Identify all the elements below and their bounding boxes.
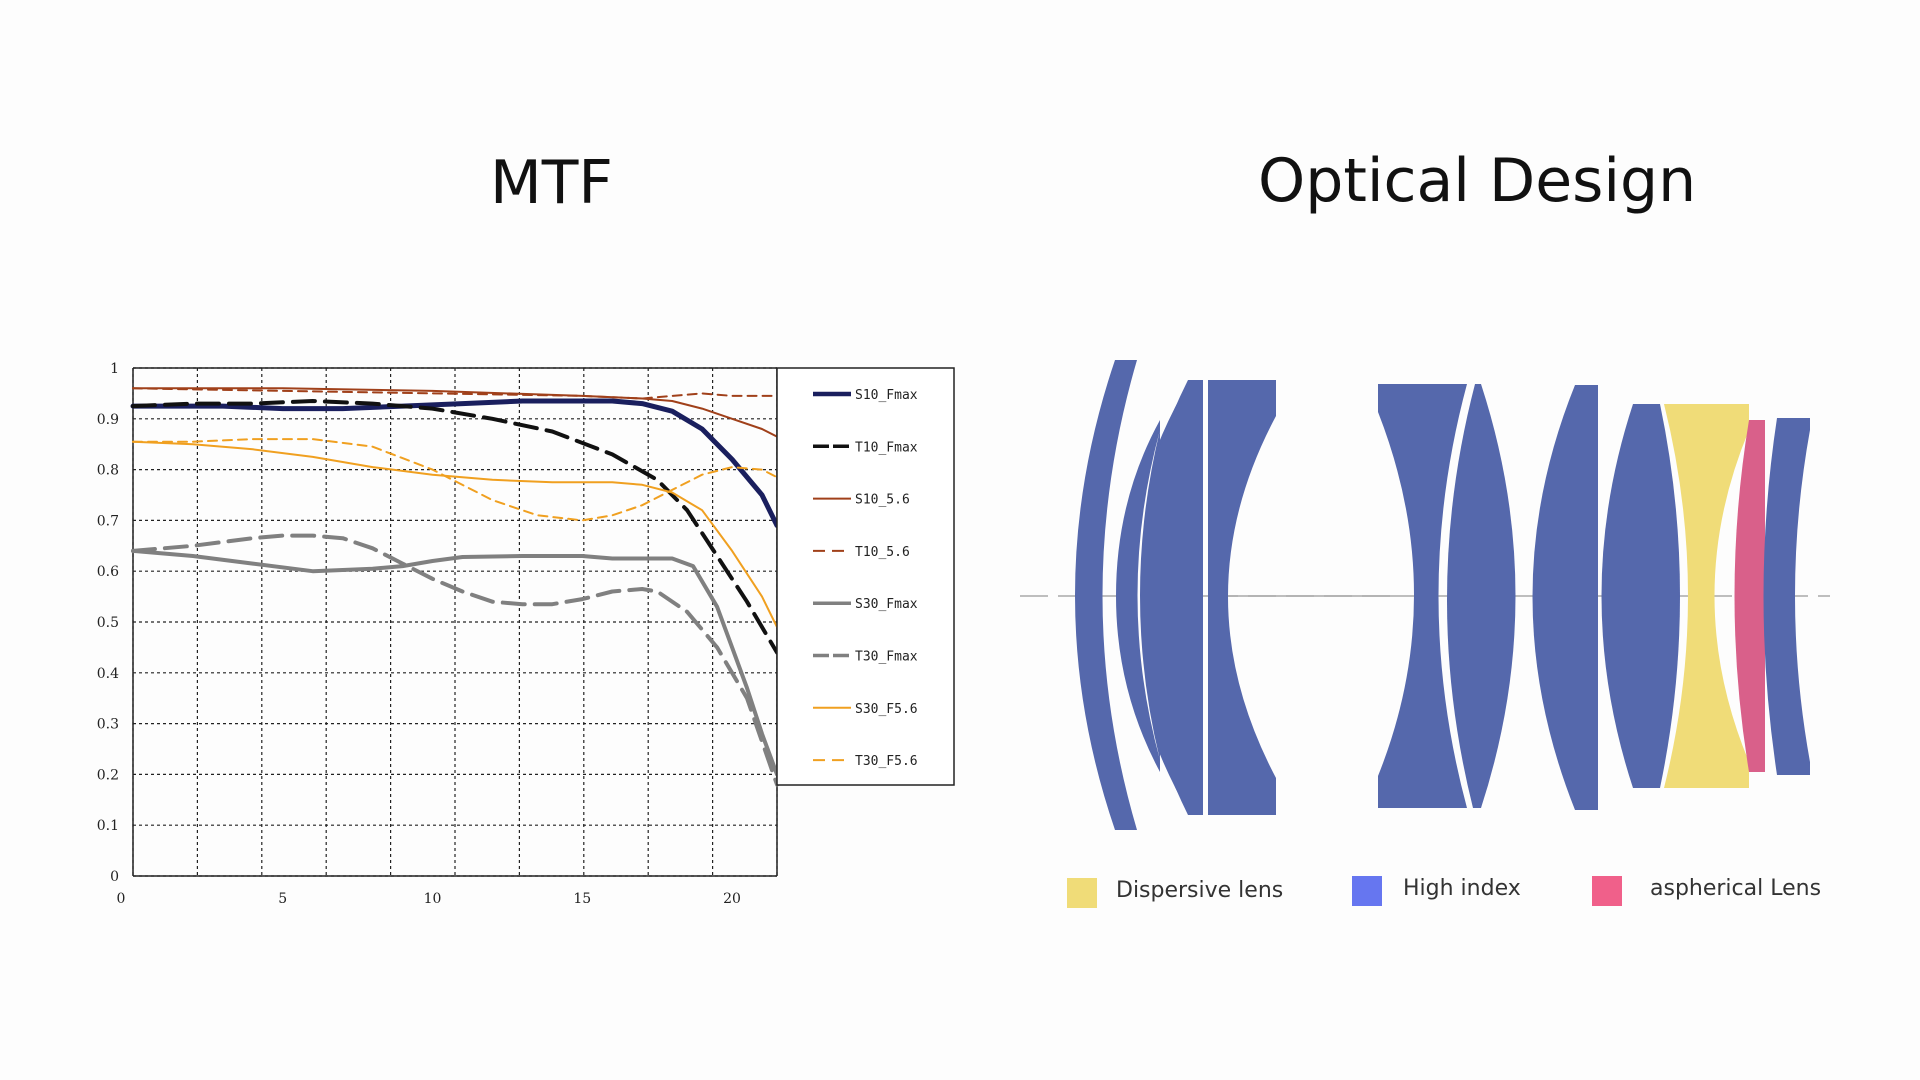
- legend-label: S10_5.6: [855, 493, 910, 508]
- legend-label-dispersive: Dispersive lens: [1116, 878, 1284, 903]
- lens-2-body: [1134, 380, 1203, 815]
- chart-series: [130, 387, 780, 787]
- lens-1: [1075, 360, 1137, 830]
- series-line-t30-f5-6: [132, 438, 778, 522]
- optical-design-title: Optical Design: [1258, 146, 1697, 216]
- legend-label: S10_Fmax: [855, 388, 918, 403]
- y-tick-label: 0.6: [97, 564, 119, 580]
- y-tick-label: 0.2: [97, 767, 119, 783]
- lens-5: [1446, 384, 1516, 808]
- legend-label: T10_Fmax: [855, 440, 918, 455]
- lens-6: [1532, 385, 1598, 810]
- legend-swatch-aspherical: [1592, 876, 1622, 906]
- series-line-t10-fmax: [131, 399, 779, 655]
- y-tick-label: 0.5: [97, 615, 119, 631]
- legend-label: S30_Fmax: [855, 597, 918, 612]
- y-tick-label: 0: [110, 869, 119, 885]
- x-tick-label: 0: [117, 891, 126, 907]
- legend-label-high-index: High index: [1403, 876, 1521, 901]
- lens-2-inner: [1137, 430, 1160, 760]
- x-tick-label: 5: [278, 891, 287, 907]
- series-line-s10-fmax: [130, 398, 780, 528]
- y-tick-label: 0.3: [97, 717, 119, 733]
- x-tick-label: 10: [424, 891, 442, 907]
- lens-8-dispersive: [1664, 404, 1749, 788]
- mtf-title: MTF: [490, 148, 613, 218]
- y-tick-label: 0.8: [97, 463, 119, 479]
- y-tick-label: 0.7: [97, 513, 119, 529]
- lens-4: [1378, 384, 1467, 808]
- y-tick-label: 0.1: [97, 818, 119, 834]
- y-tick-label: 0.4: [97, 666, 119, 682]
- lens-9-aspherical: [1734, 420, 1765, 772]
- legend-label: T30_F5.6: [855, 754, 918, 769]
- legend-box: [776, 367, 955, 786]
- series-line-s10-5-6: [132, 387, 778, 438]
- series-line-s30-f5-6: [132, 440, 778, 629]
- legend-swatch-dispersive: [1067, 878, 1097, 908]
- legend-label: T30_Fmax: [855, 650, 918, 665]
- legend-label: S30_F5.6: [855, 702, 918, 717]
- lens-3: [1208, 380, 1276, 815]
- legend-label-aspherical: aspherical Lens: [1650, 876, 1822, 901]
- lens-10: [1763, 418, 1810, 775]
- lens-7: [1601, 404, 1680, 788]
- y-tick-label: 1: [110, 361, 119, 377]
- series-line-t10-5-6: [132, 387, 778, 400]
- x-tick-label: 15: [573, 891, 591, 907]
- x-tick-label: 20: [723, 891, 741, 907]
- legend-swatch-high-index: [1352, 876, 1382, 906]
- series-line-t30-fmax: [131, 533, 779, 787]
- series-line-s30-fmax: [131, 548, 779, 777]
- chart-legend: S10_Fmax T10_Fmax S10_5.6 T10_5.6 S30_Fmax T3…: [776, 367, 955, 786]
- chart-ticks: 00.10.20.30.40.50.60.70.80.910 5 10 15 20: [97, 361, 741, 907]
- y-tick-label: 0.9: [97, 412, 119, 428]
- legend-label: T10_5.6: [855, 545, 910, 560]
